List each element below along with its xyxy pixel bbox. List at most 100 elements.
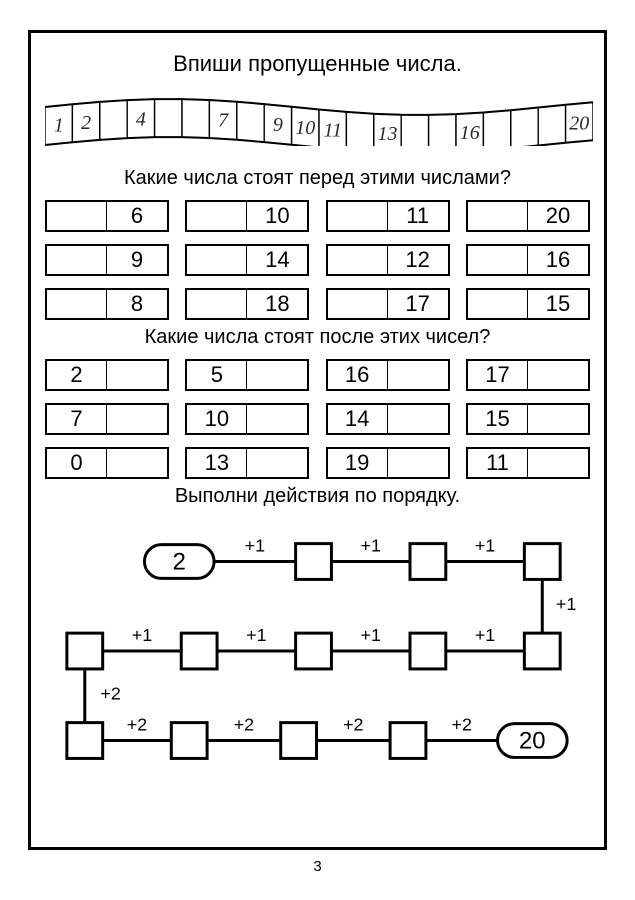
after-pair: 17	[466, 359, 590, 391]
page-number: 3	[28, 858, 607, 875]
after-value-cell: 13	[187, 449, 247, 477]
svg-text:+1: +1	[246, 625, 266, 645]
before-pair: 6	[45, 200, 169, 232]
before-blank-cell[interactable]	[187, 246, 247, 274]
before-row: 6101120	[45, 200, 590, 232]
before-pair: 10	[185, 200, 309, 232]
after-row: 2 5 16 17	[45, 359, 590, 391]
after-blank-cell[interactable]	[388, 449, 448, 477]
after-row: 0 13 19 11	[45, 447, 590, 479]
after-blank-cell[interactable]	[528, 405, 588, 433]
svg-text:+1: +1	[475, 625, 495, 645]
svg-text:16: 16	[460, 122, 480, 144]
after-pair: 13	[185, 447, 309, 479]
after-pair: 5	[185, 359, 309, 391]
before-pair: 9	[45, 244, 169, 276]
svg-text:20: 20	[569, 112, 589, 134]
svg-text:+1: +1	[361, 625, 381, 645]
svg-text:4: 4	[136, 108, 146, 130]
svg-text:20: 20	[519, 727, 546, 754]
before-heading: Какие числа стоят перед этими числами?	[45, 167, 590, 190]
svg-text:2: 2	[81, 112, 91, 134]
after-blank-cell[interactable]	[107, 361, 167, 389]
svg-text:1: 1	[54, 114, 64, 136]
after-value-cell: 11	[468, 449, 528, 477]
svg-text:+2: +2	[100, 684, 120, 704]
before-value-cell: 14	[247, 246, 307, 274]
before-pair: 14	[185, 244, 309, 276]
main-title: Впиши пропущенные числа.	[45, 51, 590, 77]
after-blank-cell[interactable]	[107, 405, 167, 433]
svg-text:10: 10	[295, 117, 315, 139]
before-pair: 18	[185, 288, 309, 320]
before-value-cell: 15	[528, 290, 588, 318]
after-value-cell: 19	[328, 449, 388, 477]
after-blank-cell[interactable]	[247, 449, 307, 477]
svg-text:+1: +1	[132, 625, 152, 645]
before-value-cell: 6	[107, 202, 167, 230]
before-blank-cell[interactable]	[328, 202, 388, 230]
before-blank-cell[interactable]	[47, 290, 107, 318]
before-blank-cell[interactable]	[468, 290, 528, 318]
after-pair: 14	[326, 403, 450, 435]
svg-text:11: 11	[323, 120, 342, 142]
before-pair: 16	[466, 244, 590, 276]
svg-text:+2: +2	[234, 715, 254, 735]
after-value-cell: 14	[328, 405, 388, 433]
after-blank-cell[interactable]	[247, 361, 307, 389]
before-value-cell: 10	[247, 202, 307, 230]
before-blank-cell[interactable]	[328, 246, 388, 274]
before-blank-cell[interactable]	[187, 290, 247, 318]
svg-text:+2: +2	[452, 715, 472, 735]
before-value-cell: 8	[107, 290, 167, 318]
before-pair: 15	[466, 288, 590, 320]
after-pair: 0	[45, 447, 169, 479]
before-pair: 12	[326, 244, 450, 276]
after-value-cell: 10	[187, 405, 247, 433]
worksheet-frame: Впиши пропущенные числа. 124791011131620…	[28, 30, 607, 850]
svg-text:13: 13	[378, 123, 398, 145]
page: Впиши пропущенные числа. 124791011131620…	[0, 0, 635, 900]
before-value-cell: 18	[247, 290, 307, 318]
after-row: 7 10 14 15	[45, 403, 590, 435]
after-blank-cell[interactable]	[528, 361, 588, 389]
before-blank-cell[interactable]	[47, 202, 107, 230]
after-value-cell: 2	[47, 361, 107, 389]
after-value-cell: 17	[468, 361, 528, 389]
before-value-cell: 9	[107, 246, 167, 274]
after-value-cell: 16	[328, 361, 388, 389]
number-ribbon: 124791011131620	[45, 91, 593, 146]
after-blank-cell[interactable]	[388, 361, 448, 389]
before-pair: 17	[326, 288, 450, 320]
after-heading: Какие числа стоят после этих чисел?	[45, 326, 590, 349]
after-value-cell: 0	[47, 449, 107, 477]
before-pair: 11	[326, 200, 450, 232]
before-grid: 610112091412168181715	[45, 200, 590, 320]
svg-text:+1: +1	[475, 536, 495, 556]
after-pair: 2	[45, 359, 169, 391]
svg-text:+1: +1	[556, 594, 576, 614]
after-grid: 2 5 16 17 7 10 14 15 0 13 19 11	[45, 359, 590, 479]
after-blank-cell[interactable]	[388, 405, 448, 433]
after-blank-cell[interactable]	[107, 449, 167, 477]
before-pair: 8	[45, 288, 169, 320]
after-blank-cell[interactable]	[247, 405, 307, 433]
chain-diagram: 2+1+1+1+1+1+1+1+1+2+2+2+2+220	[45, 518, 590, 793]
before-blank-cell[interactable]	[47, 246, 107, 274]
svg-text:+2: +2	[343, 715, 363, 735]
before-blank-cell[interactable]	[187, 202, 247, 230]
after-pair: 16	[326, 359, 450, 391]
after-pair: 19	[326, 447, 450, 479]
after-blank-cell[interactable]	[528, 449, 588, 477]
after-value-cell: 15	[468, 405, 528, 433]
before-blank-cell[interactable]	[468, 246, 528, 274]
after-value-cell: 5	[187, 361, 247, 389]
after-pair: 7	[45, 403, 169, 435]
before-value-cell: 16	[528, 246, 588, 274]
chain-heading: Выполни действия по порядку.	[45, 485, 590, 508]
before-value-cell: 11	[388, 202, 448, 230]
after-value-cell: 7	[47, 405, 107, 433]
before-blank-cell[interactable]	[328, 290, 388, 318]
before-value-cell: 12	[388, 246, 448, 274]
before-blank-cell[interactable]	[468, 202, 528, 230]
